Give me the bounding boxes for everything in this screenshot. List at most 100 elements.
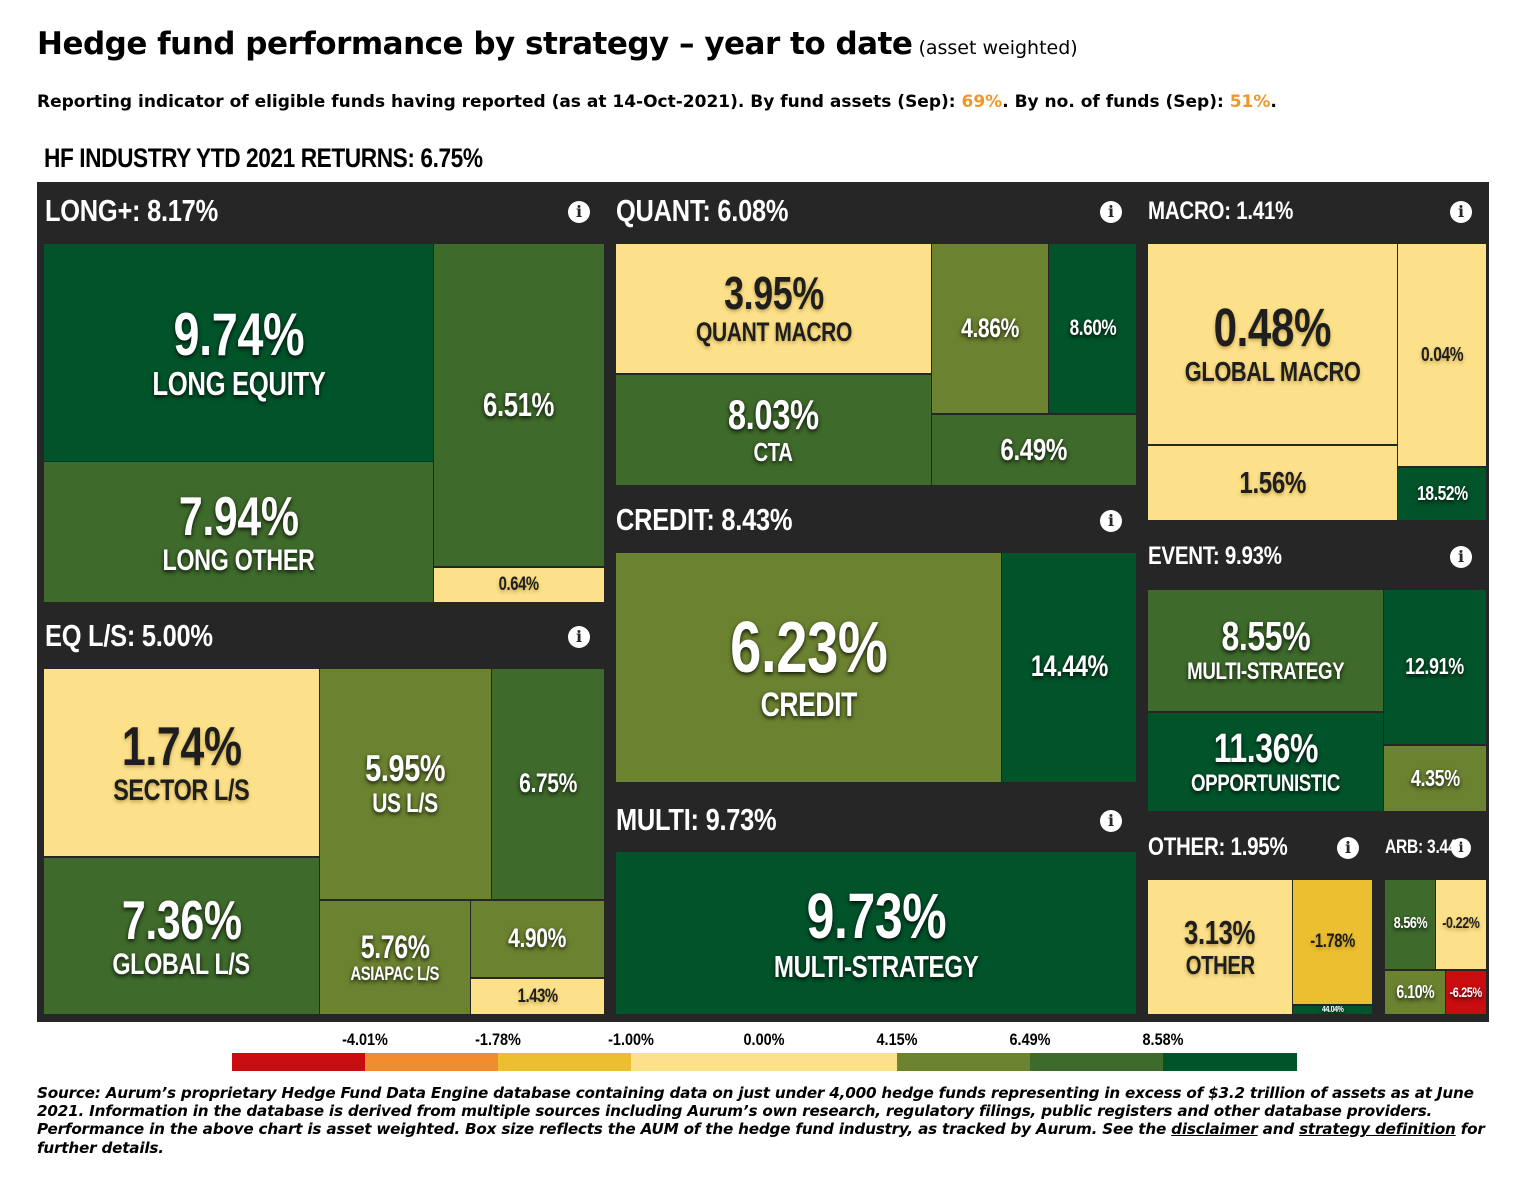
treemap-box-macro-2[interactable]: 0.04% [1397, 243, 1487, 467]
treemap-box-macro-3[interactable]: 1.56% [1147, 445, 1398, 521]
legend-swatch [897, 1053, 1031, 1071]
treemap-box-eq-l-s-asiapac-l-s[interactable]: 5.76% ASIAPAC L/S [319, 900, 471, 1015]
treemap: LONG+: 8.17% i 9.74% LONG EQUITY 7.94% LONG O… [37, 182, 1489, 1022]
treemap-box-eq-l-s-4[interactable]: 6.75% [491, 668, 605, 900]
treemap-box-quant-5[interactable]: 6.49% [931, 414, 1137, 486]
treemap-box-quant-3[interactable]: 8.60% [1048, 243, 1137, 414]
source-note: Source: Aurum’s proprietary Hedge Fund D… [37, 1084, 1493, 1157]
treemap-box-long-plus-long-equity[interactable]: 9.74% LONG EQUITY [43, 243, 434, 462]
box-value: 4.35% [1410, 764, 1460, 791]
treemap-box-eq-l-s-global-l-s[interactable]: 7.36% GLOBAL L/S [43, 857, 320, 1015]
box-label: CTA [753, 437, 793, 468]
box-value: 1.56% [1239, 465, 1306, 501]
box-value: 7.36% [121, 888, 242, 951]
treemap-box-multi-multi-strategy[interactable]: 9.73% MULTI-STRATEGY [615, 851, 1137, 1015]
box-value: 0.04% [1420, 343, 1464, 366]
treemap-box-eq-l-s-sector-l-s[interactable]: 1.74% SECTOR L/S [43, 668, 320, 857]
legend-threshold-label: -1.78% [475, 1030, 521, 1049]
box-value: 4.86% [961, 312, 1019, 343]
box-value: 6.10% [1396, 982, 1434, 1003]
legend-threshold-label: 0.00% [743, 1030, 785, 1049]
box-value: -6.25% [1449, 984, 1483, 1001]
group-header-macro: MACRO: 1.41% [1148, 197, 1294, 225]
treemap-box-other-2[interactable]: -1.78% [1292, 879, 1373, 1005]
legend-threshold-label: 6.49% [1009, 1030, 1051, 1049]
box-value: 4.90% [508, 923, 567, 954]
treemap-box-long-plus-long-other[interactable]: 7.94% LONG OTHER [43, 461, 434, 603]
info-icon-quant[interactable]: i [1100, 201, 1122, 223]
group-header-arb: ARB: 3.44 [1385, 836, 1457, 858]
info-icon-eq-l-s[interactable]: i [568, 626, 590, 648]
box-label: LONG EQUITY [151, 365, 326, 403]
box-label: MULTI-STRATEGY [773, 948, 979, 984]
box-value: 0.48% [1213, 298, 1332, 359]
box-label: ASIAPAC L/S [350, 964, 440, 986]
box-value: 8.60% [1069, 315, 1116, 341]
box-value: 11.36% [1213, 724, 1318, 771]
treemap-box-event-4[interactable]: 4.35% [1383, 745, 1487, 812]
treemap-box-arb-1[interactable]: 8.56% [1384, 879, 1436, 970]
treemap-box-credit-credit[interactable]: 6.23% CREDIT [615, 552, 1002, 783]
treemap-box-event-3[interactable]: 12.91% [1383, 589, 1487, 745]
reporting-text-2: . By no. of funds (Sep): [1002, 92, 1230, 112]
legend-threshold-label: 8.58% [1142, 1030, 1184, 1049]
treemap-box-credit-2[interactable]: 14.44% [1001, 552, 1137, 783]
treemap-box-macro-global-macro[interactable]: 0.48% GLOBAL MACRO [1147, 243, 1398, 445]
treemap-box-quant-cta[interactable]: 8.03% CTA [615, 374, 932, 486]
legend-swatch [1030, 1053, 1164, 1071]
info-icon-event[interactable]: i [1450, 546, 1472, 568]
treemap-box-eq-l-s-6[interactable]: 4.90% [470, 900, 605, 978]
treemap-box-macro-4[interactable]: 18.52% [1397, 467, 1487, 521]
box-label: GLOBAL L/S [112, 947, 251, 981]
box-value: 9.73% [806, 879, 946, 952]
treemap-box-quant-2[interactable]: 4.86% [931, 243, 1049, 414]
info-icon-credit[interactable]: i [1100, 510, 1122, 532]
group-header-event: EVENT: 9.93% [1148, 542, 1282, 570]
treemap-box-long-plus-3[interactable]: 6.51% [433, 243, 605, 567]
treemap-box-event-multi-strategy[interactable]: 8.55% MULTI-STRATEGY [1147, 589, 1384, 712]
group-header-other: OTHER: 1.95% [1148, 833, 1288, 861]
treemap-box-eq-l-s-7[interactable]: 1.43% [470, 978, 605, 1015]
info-icon-arb[interactable]: i [1451, 838, 1471, 858]
info-icon-multi[interactable]: i [1100, 810, 1122, 832]
box-value: 3.95% [723, 267, 824, 320]
group-header-eq-l-s: EQ L/S: 5.00% [45, 618, 213, 654]
assets-percent: 69% [961, 92, 1003, 112]
treemap-box-arb-3[interactable]: 6.10% [1384, 970, 1446, 1015]
info-icon-long-plus[interactable]: i [568, 201, 590, 223]
treemap-box-quant-quant-macro[interactable]: 3.95% QUANT MACRO [615, 243, 932, 374]
disclaimer-link[interactable]: disclaimer [1171, 1120, 1258, 1139]
treemap-box-long-plus-4[interactable]: 0.64% [433, 567, 605, 603]
group-header-quant: QUANT: 6.08% [616, 193, 789, 229]
box-value: 9.74% [173, 301, 304, 369]
reporting-indicator: Reporting indicator of eligible funds ha… [37, 92, 1277, 112]
box-label: GLOBAL MACRO [1184, 356, 1361, 388]
box-value: 5.76% [360, 928, 430, 965]
box-value: 7.94% [178, 484, 299, 547]
treemap-box-other-other[interactable]: 3.13% OTHER [1147, 879, 1293, 1015]
box-value: 8.03% [728, 391, 819, 439]
box-value: 44.04% [1321, 1005, 1344, 1015]
treemap-box-event-opportunistic[interactable]: 11.36% OPPORTUNISTIC [1147, 712, 1384, 812]
box-value: 5.95% [365, 748, 446, 790]
strategy-definition-link[interactable]: strategy definition [1299, 1120, 1456, 1139]
treemap-box-other-3[interactable]: 44.04% [1292, 1005, 1373, 1015]
info-icon-macro[interactable]: i [1450, 201, 1472, 223]
group-header-long-plus: LONG+: 8.17% [45, 193, 218, 229]
legend-swatch [1163, 1053, 1297, 1071]
legend-swatch [631, 1053, 765, 1071]
source-text: Source: Aurum’s proprietary Hedge Fund D… [37, 1084, 1474, 1139]
treemap-box-arb-2[interactable]: -0.22% [1435, 879, 1487, 970]
box-label: LONG OTHER [162, 543, 315, 577]
treemap-box-arb-4[interactable]: -6.25% [1445, 970, 1487, 1015]
box-label: US L/S [372, 788, 439, 819]
treemap-box-eq-l-s-us-l-s[interactable]: 5.95% US L/S [319, 668, 492, 900]
box-value: 8.56% [1393, 915, 1427, 933]
box-label: OTHER [1185, 949, 1255, 980]
chart-title-text: Hedge fund performance by strategy – yea… [37, 26, 913, 62]
box-value: 1.43% [517, 985, 558, 1007]
box-value: 18.52% [1416, 482, 1468, 505]
box-value: 1.74% [121, 715, 242, 778]
chart-title: Hedge fund performance by strategy – yea… [37, 26, 1078, 62]
info-icon-other[interactable]: i [1337, 837, 1359, 859]
